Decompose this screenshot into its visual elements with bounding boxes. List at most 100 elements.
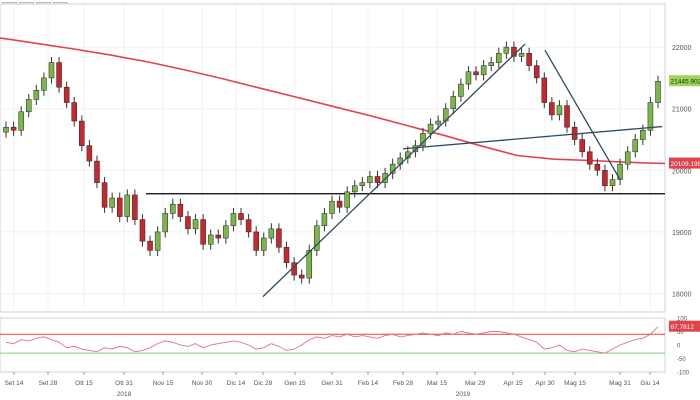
oscillator-tick-label: -100 [677, 371, 690, 377]
last-price-badge-bg [669, 75, 700, 87]
candle-body [18, 111, 24, 131]
candle-body [382, 173, 388, 183]
x-tick-label: Ott 31 [115, 380, 133, 387]
moving-average-badge-bg [669, 157, 700, 169]
candle-body [177, 203, 184, 217]
moving-average-line [0, 37, 666, 165]
candle-body [116, 197, 123, 217]
oscillator-tick-label: 50 [677, 330, 684, 336]
x-tick-label: Feb 28 [393, 380, 414, 387]
candle-body [25, 99, 32, 113]
candle-body [230, 213, 237, 227]
x-tick-label: Dic 14 [227, 380, 246, 387]
candle-body [63, 86, 70, 103]
candle-body [207, 234, 214, 245]
x-tick-label: Dic 28 [254, 380, 273, 387]
candle-body [488, 62, 494, 66]
x-tick-label: Set 14 [5, 380, 24, 387]
candle-body [556, 105, 563, 116]
x-tick-label: Gen 31 [321, 380, 343, 387]
oscillator-line [5, 326, 659, 354]
oscillator-panel [0, 317, 666, 373]
candle-body [624, 151, 631, 165]
candle-body [71, 102, 77, 122]
candle-body [238, 213, 244, 220]
candle-body [132, 194, 138, 220]
candle-body [435, 120, 441, 125]
candle-body [185, 216, 191, 230]
candle-body [283, 247, 290, 263]
candle-body [564, 105, 570, 128]
candle-body [79, 120, 85, 146]
x-tick-label: Mag 15 [564, 380, 586, 387]
candle-body [314, 225, 320, 251]
candle-body [223, 225, 229, 239]
year-label: 2018 [117, 391, 132, 398]
candle-body [306, 250, 313, 279]
trendline-downtrend [544, 49, 621, 180]
candle-body [640, 130, 646, 140]
candle-body [109, 197, 115, 208]
candle-body [374, 176, 381, 183]
candle-body [609, 179, 616, 186]
candle-body [33, 89, 40, 100]
candle-body [94, 160, 100, 183]
candle-body [101, 182, 108, 208]
candle-body [367, 176, 373, 183]
candle-body [458, 83, 464, 97]
price-tick-label: 19000 [672, 230, 692, 237]
x-tick-label: Mar 29 [465, 380, 486, 387]
candle-body [200, 219, 206, 245]
candle-body [139, 219, 146, 242]
candle-body [427, 123, 434, 134]
candle-body [48, 62, 55, 79]
oscillator-badge-bg [669, 320, 700, 332]
year-label: 2019 [456, 391, 471, 398]
candle-body [344, 191, 350, 208]
candle-body [450, 96, 457, 109]
candle-body [10, 126, 17, 131]
candle-body [541, 77, 548, 103]
candle-body [124, 194, 131, 217]
candle-body [192, 219, 199, 230]
candle-body [329, 200, 335, 214]
candle-body [351, 185, 358, 193]
candle-body [298, 274, 305, 279]
candle-body [496, 53, 502, 63]
candle-body [526, 53, 532, 66]
candle-body [647, 102, 654, 131]
x-tick-label: Ott 15 [75, 380, 93, 387]
oscillator-tick-label: 100 [677, 317, 688, 323]
candle-body [359, 182, 366, 186]
x-tick-label: Apr 30 [535, 380, 555, 387]
candle-body [56, 62, 62, 88]
candle-body [587, 151, 593, 165]
candle-body [170, 203, 176, 214]
candle-body [276, 228, 282, 248]
candle-body [594, 163, 601, 171]
trendline-support-uptrend [262, 43, 526, 298]
trendline-neckline [402, 125, 663, 150]
candle-body [336, 200, 343, 208]
x-tick-label: Mag 31 [609, 380, 631, 387]
candle-body [268, 228, 275, 239]
candle-body [602, 170, 608, 186]
candle-body [617, 163, 623, 180]
x-tick-label: Feb 14 [358, 380, 379, 387]
price-tick-label: 18000 [672, 292, 692, 299]
candle-body [147, 240, 153, 251]
candle-body [503, 46, 510, 54]
candle-body [41, 77, 47, 91]
candle-body [215, 234, 222, 239]
candle-body [579, 139, 585, 153]
x-tick-label: Nov 30 [192, 380, 213, 387]
candle-body [412, 145, 419, 153]
oscillator-tick-label: 0 [677, 344, 681, 350]
price-tick-label: 20000 [672, 168, 692, 175]
candle-body [261, 237, 267, 251]
candle-body [518, 53, 525, 57]
candle-body [480, 65, 487, 76]
candle-body [655, 80, 661, 103]
price-tick-label: 22000 [672, 45, 692, 52]
